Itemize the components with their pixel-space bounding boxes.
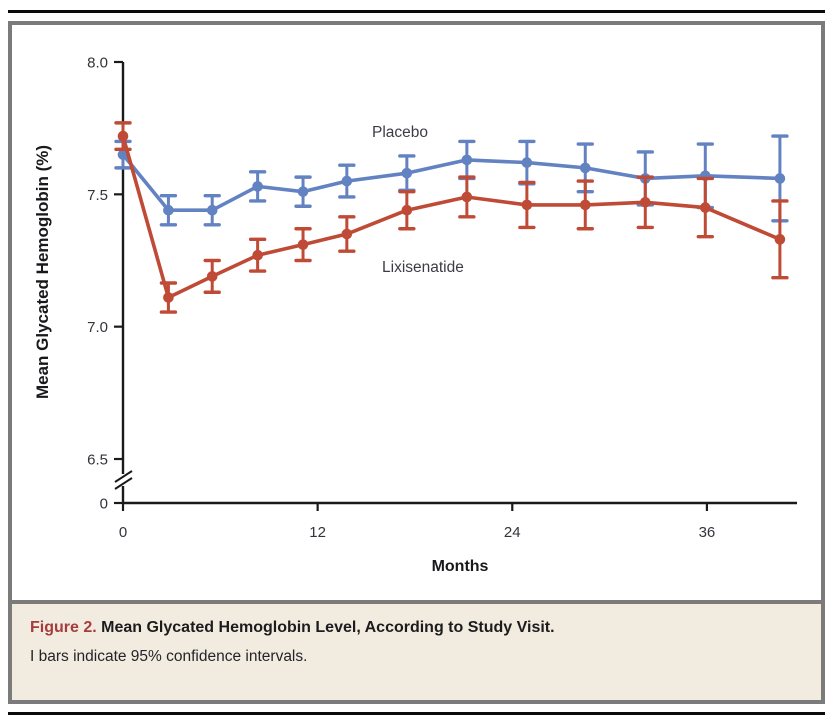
y-tick-label: 7.5 <box>87 187 108 204</box>
y-tick-label: 0 <box>100 496 108 513</box>
x-axis-title: Months <box>432 558 489 575</box>
placebo-data-point <box>163 204 174 216</box>
lixisenatide-data-point <box>297 239 309 250</box>
placebo-data-point <box>341 175 353 187</box>
series-label-lixisenatide: Lixisenatide <box>382 259 464 276</box>
series-lixisenatide: Lixisenatide <box>114 121 789 314</box>
figure-number-label: Figure 2. <box>30 619 97 636</box>
lixisenatide-data-point <box>252 249 263 261</box>
lixisenatide-data-point <box>774 234 786 245</box>
axis-break-icon <box>114 470 133 483</box>
top-rule-divider <box>8 10 825 13</box>
lixisenatide-data-point <box>699 202 711 213</box>
lixisenatide-data-point <box>206 271 218 282</box>
placebo-data-point <box>297 186 309 197</box>
lixisenatide-data-point <box>341 228 353 240</box>
x-tick-label: 0 <box>119 524 127 541</box>
x-tick-label: 36 <box>699 524 716 541</box>
lixisenatide-data-point <box>163 292 174 303</box>
y-tick-label: 7.0 <box>87 319 108 336</box>
placebo-data-point <box>521 157 533 168</box>
placebo-data-point <box>401 167 413 179</box>
lixisenatide-data-point <box>639 196 651 208</box>
lixisenatide-data-point <box>521 199 533 211</box>
series-placebo: Placebo <box>114 124 789 227</box>
axis-break-icon <box>114 477 133 490</box>
figure-panel: 8.0 7.5 7.0 6.5 0 0 12 24 36 Months Mean Glycated … <box>8 21 825 704</box>
placebo-data-point <box>774 173 786 184</box>
bottom-rule-divider <box>8 712 825 715</box>
placebo-data-point <box>252 181 263 192</box>
caption-title-text: Mean Glycated Hemoglobin Level, Accordin… <box>101 619 555 636</box>
y-tick-label: 8.0 <box>87 55 108 72</box>
x-tick-label: 24 <box>504 524 521 541</box>
series-label-placebo: Placebo <box>372 124 428 141</box>
hemoglobin-line-chart: 8.0 7.5 7.0 6.5 0 0 12 24 36 Months Mean Glycated … <box>12 25 821 600</box>
lixisenatide-data-point <box>117 130 129 142</box>
caption-note: I bars indicate 95% confidence intervals… <box>30 648 308 665</box>
lixisenatide-data-point <box>579 199 591 211</box>
chart-canvas: 8.0 7.5 7.0 6.5 00 12 24 36 Months Mean Glycated … <box>33 55 797 575</box>
placebo-data-point <box>461 154 473 166</box>
placebo-data-point <box>579 162 591 174</box>
y-axis-title: Mean Glycated Hemoglobin (%) <box>33 145 52 399</box>
placebo-data-point <box>206 204 218 216</box>
lixisenatide-data-point <box>461 191 473 203</box>
caption-title-line: Figure 2. Mean Glycated Hemoglobin Level… <box>30 617 801 639</box>
lixisenatide-data-point <box>401 204 413 216</box>
figure-caption: Figure 2. Mean Glycated Hemoglobin Level… <box>12 600 821 700</box>
y-tick-label: 6.5 <box>87 452 108 469</box>
x-tick-label: 12 <box>309 524 326 541</box>
